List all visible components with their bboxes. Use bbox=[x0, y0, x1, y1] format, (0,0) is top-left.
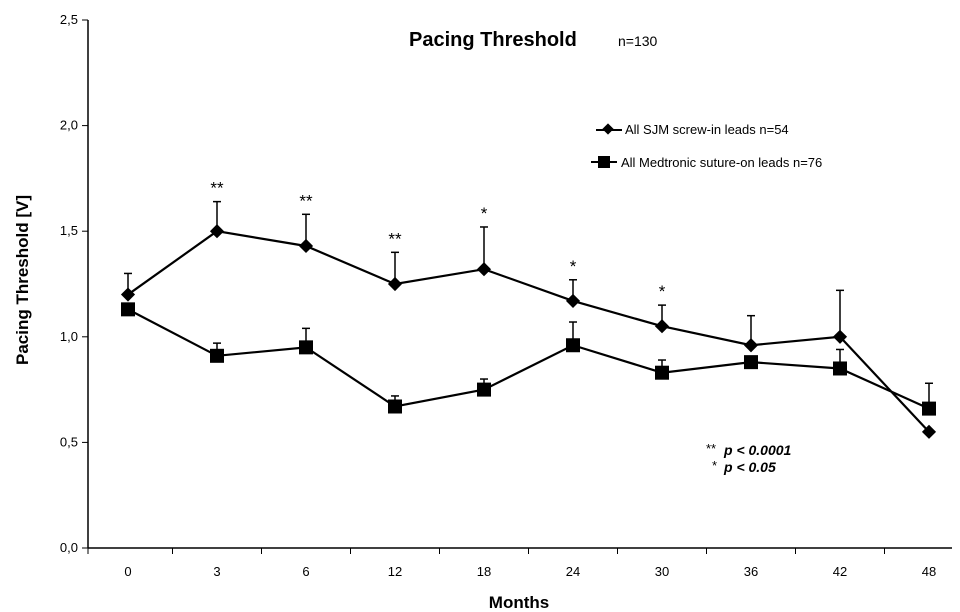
significance-mark: ** bbox=[299, 191, 313, 210]
axes bbox=[82, 19, 952, 554]
x-axis-title: Months bbox=[489, 593, 549, 612]
legend-item-medtronic: All Medtronic suture-on leads n=76 bbox=[591, 155, 822, 170]
legend-label-sjm: All SJM screw-in leads n=54 bbox=[625, 122, 789, 137]
x-tick-label: 42 bbox=[833, 564, 847, 579]
chart-subtitle: n=130 bbox=[618, 33, 658, 49]
y-tick-label: 1,5 bbox=[60, 223, 78, 238]
x-tick-label: 48 bbox=[922, 564, 936, 579]
significance-legend: ** p < 0.0001 * p < 0.05 bbox=[706, 441, 792, 475]
y-tick-label: 2,0 bbox=[60, 118, 78, 133]
significance-mark: ** bbox=[388, 229, 402, 248]
data-point-medtronic bbox=[744, 355, 758, 370]
data-point-sjm bbox=[832, 329, 848, 344]
data-point-medtronic bbox=[922, 401, 936, 416]
x-tick-label: 30 bbox=[655, 564, 669, 579]
tick-labels: 0,00,51,01,52,02,50 3 6 12 18 24 30 36 42 48 bbox=[60, 12, 936, 579]
y-axis-title: Pacing Threshold [V] bbox=[13, 195, 32, 365]
data-point-sjm bbox=[565, 293, 581, 308]
x-tick-label: 3 bbox=[213, 564, 220, 579]
data-point-sjm bbox=[120, 287, 136, 302]
data-point-sjm bbox=[387, 276, 403, 292]
significance-marks: ********* bbox=[210, 179, 665, 301]
sig-legend-text-1: p < 0.0001 bbox=[723, 442, 792, 458]
series-line-medtronic bbox=[127, 308, 930, 410]
sig-legend-symbol-2: * bbox=[712, 458, 717, 473]
data-point-medtronic bbox=[833, 361, 847, 376]
x-tick-label: 24 bbox=[566, 564, 580, 579]
significance-mark: ** bbox=[210, 179, 224, 198]
data-point-medtronic bbox=[210, 348, 224, 363]
data-point-sjm bbox=[654, 319, 670, 334]
data-point-sjm bbox=[476, 262, 492, 277]
x-tick-label: 12 bbox=[388, 564, 402, 579]
y-tick-label: 2,5 bbox=[60, 12, 78, 27]
data-point-medtronic bbox=[566, 338, 580, 353]
x-tick-label: 6 bbox=[302, 564, 309, 579]
legend-item-sjm: All SJM screw-in leads n=54 bbox=[596, 122, 789, 137]
series-lines bbox=[127, 230, 930, 433]
sig-legend-symbol-1: ** bbox=[706, 441, 716, 456]
data-point-medtronic bbox=[299, 340, 313, 355]
significance-mark: * bbox=[570, 257, 577, 276]
y-tick-label: 0,0 bbox=[60, 540, 78, 555]
x-tick-label: 0 bbox=[124, 564, 131, 579]
x-tick-label: 18 bbox=[477, 564, 491, 579]
significance-mark: * bbox=[659, 282, 666, 301]
error-bars bbox=[124, 200, 933, 409]
data-point-sjm bbox=[743, 338, 759, 353]
legend: All SJM screw-in leads n=54 All Medtroni… bbox=[591, 122, 822, 170]
data-point-sjm bbox=[298, 238, 314, 254]
significance-mark: * bbox=[481, 204, 488, 223]
sig-legend-text-2: p < 0.05 bbox=[723, 459, 776, 475]
series-line-sjm bbox=[127, 230, 930, 433]
data-point-medtronic bbox=[121, 302, 135, 317]
legend-label-medtronic: All Medtronic suture-on leads n=76 bbox=[621, 155, 822, 170]
y-tick-label: 1,0 bbox=[60, 329, 78, 344]
x-tick-label: 36 bbox=[744, 564, 758, 579]
data-point-sjm bbox=[921, 424, 937, 439]
y-tick-label: 0,5 bbox=[60, 434, 78, 449]
data-point-medtronic bbox=[655, 365, 669, 380]
series-markers bbox=[120, 224, 937, 439]
chart-title: Pacing Threshold bbox=[409, 29, 577, 51]
data-point-medtronic bbox=[388, 399, 402, 414]
data-point-sjm bbox=[209, 224, 225, 239]
data-point-medtronic bbox=[477, 382, 491, 397]
